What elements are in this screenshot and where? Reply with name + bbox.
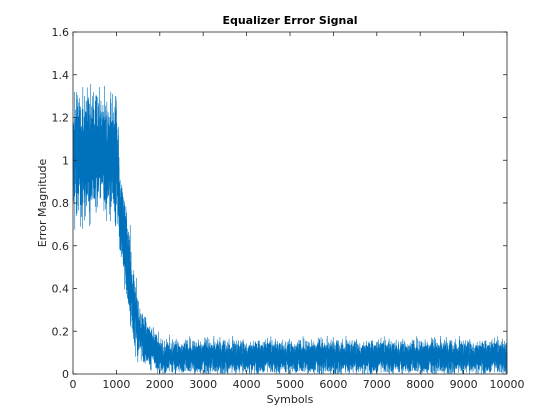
x-tick-label: 1000: [102, 378, 130, 391]
chart-title: Equalizer Error Signal: [222, 14, 357, 27]
x-tick-label: 8000: [406, 378, 434, 391]
x-tick-label: 0: [70, 378, 77, 391]
x-axis-label: Symbols: [267, 393, 314, 406]
y-tick-label: 1.4: [52, 69, 70, 82]
axes: 0 1000 2000 3000 4000 5000 6000 7000 8000 9000 100…: [52, 26, 525, 391]
y-tick-label: 1: [62, 154, 69, 167]
x-ticks: 0 1000 2000 3000 4000 5000 6000 7000 8000 9000 100…: [70, 32, 525, 391]
y-tick-label: 0.2: [52, 325, 70, 338]
y-tick-label: 0.8: [52, 197, 70, 210]
x-tick-label: 7000: [363, 378, 391, 391]
y-tick-label: 0.4: [52, 283, 70, 296]
series-line-error: [72, 83, 508, 375]
x-tick-label: 10000: [490, 378, 525, 391]
y-tick-label: 1.6: [52, 26, 70, 39]
y-axis-label: Error Magnitude: [36, 158, 49, 247]
series-layer: [72, 83, 508, 375]
x-tick-label: 5000: [276, 378, 304, 391]
x-tick-label: 9000: [450, 378, 478, 391]
x-tick-label: 2000: [146, 378, 174, 391]
y-tick-label: 0: [62, 368, 69, 381]
x-tick-label: 6000: [319, 378, 347, 391]
y-tick-label: 0.6: [52, 240, 70, 253]
y-ticks: 0 0.2 0.4 0.6 0.8 1 1.2 1.4 1.6: [52, 26, 507, 381]
y-tick-label: 1.2: [52, 112, 70, 125]
x-tick-label: 3000: [189, 378, 217, 391]
x-tick-label: 4000: [233, 378, 261, 391]
